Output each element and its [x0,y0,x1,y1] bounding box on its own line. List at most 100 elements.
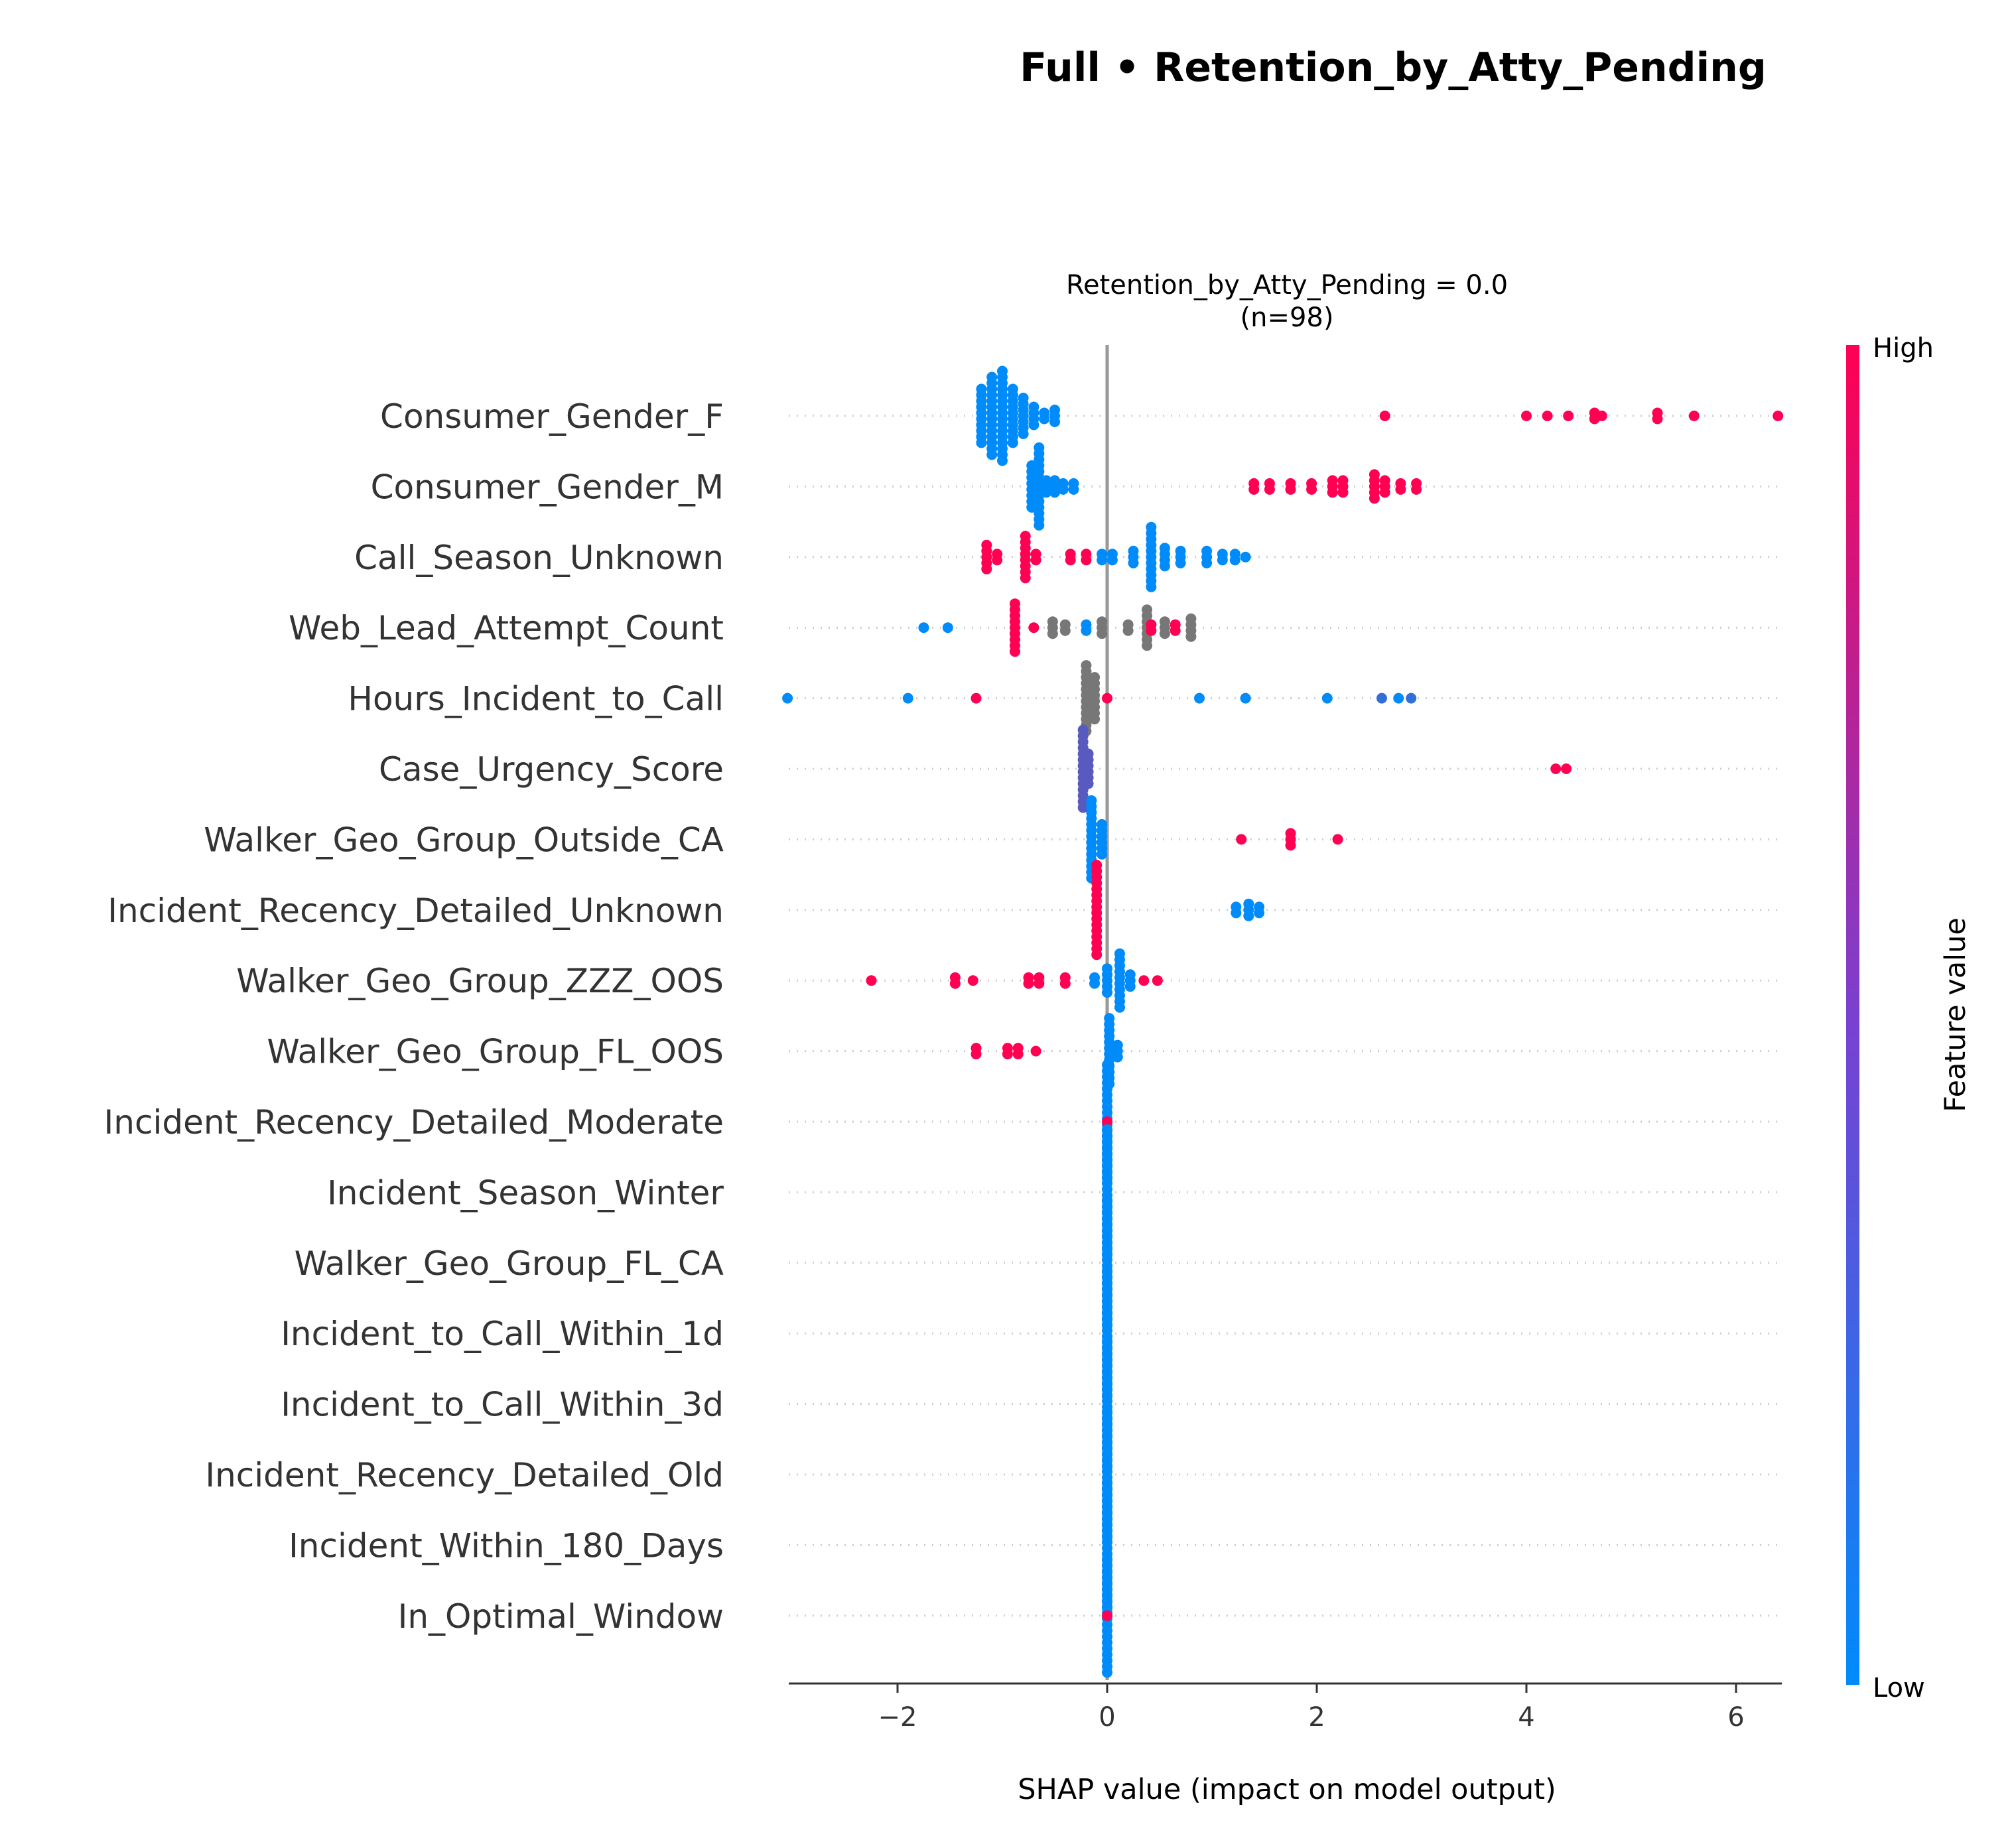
shap-point [782,693,793,704]
shap-point [1012,1049,1024,1060]
feature-label: Incident_Recency_Detailed_Moderate [104,1103,724,1142]
feature-label: Incident_Within_180_Days [289,1526,724,1565]
shap-point [1102,693,1112,704]
shap-point [1550,763,1562,774]
shap-point [1332,834,1343,845]
beeswarm-points [782,365,1784,1678]
shap-point [918,622,929,633]
shap-point [1028,622,1040,633]
feature-label: Consumer_Gender_M [371,468,724,506]
shap-point [1240,551,1251,562]
shap-point [1057,484,1069,495]
shap-point [1083,778,1094,789]
shap-point [1102,1610,1112,1621]
shap-point [1049,487,1060,498]
row-guides [789,415,1782,1617]
shap-point [1047,628,1058,639]
shap-point [902,693,913,704]
shap-point [1542,411,1553,421]
shap-point [1393,693,1404,704]
shap-point [1321,693,1333,704]
shap-point [1142,640,1153,651]
shap-point [1240,693,1251,704]
shap-point [1248,484,1260,495]
shap-point [1285,840,1296,851]
shap-point [1102,1116,1112,1127]
shap-point [1236,834,1247,845]
shap-point [1041,487,1052,498]
shap-point [1026,501,1038,513]
shap-point [1124,981,1136,992]
shap-point [1059,978,1071,989]
shap-point [1007,437,1018,448]
shap-point [1114,1002,1125,1013]
shap-point [971,693,982,704]
shap-point [1175,557,1186,568]
shap-point [1049,417,1060,427]
shap-point [1034,978,1045,989]
shap-point [1097,555,1108,566]
shap-point [949,978,961,989]
feature-label: Walker_Geo_Group_FL_OOS [267,1033,724,1071]
x-tick-label: 2 [1308,1702,1325,1733]
shap-point [1020,572,1031,584]
colorbar-high-label: High [1873,333,1934,363]
feature-label: Case_Urgency_Score [379,750,724,789]
shap-point [992,555,1003,566]
shap-point [1773,411,1784,421]
shap-point [1376,693,1387,704]
shap-point [1097,628,1108,639]
shap-point [1379,411,1390,421]
shap-point [1688,411,1700,421]
shap-point [1254,907,1265,919]
shap-point [1034,519,1045,531]
shap-point [967,975,978,986]
shap-point [971,1049,982,1060]
shap-point [1089,978,1101,989]
shap-point [1563,411,1574,421]
shap-point [1146,625,1157,636]
shap-point [1406,693,1417,704]
shap-point [1077,802,1089,813]
feature-label: Walker_Geo_Group_ZZZ_OOS [236,962,724,1000]
shap-point [1596,411,1607,421]
feature-label: Web_Lead_Attempt_Count [289,609,724,647]
shap-point [1068,484,1079,495]
shap-point [1138,975,1150,986]
shap-point [1009,646,1020,657]
shap-point [1194,693,1205,704]
shap-point [1159,628,1170,639]
shap-point [1231,907,1242,919]
shap-point [942,622,953,633]
shap-point [1128,557,1139,568]
shap-point [1159,561,1170,572]
chart-subtitle: (n=98) [1241,302,1334,333]
feature-label: Consumer_Gender_F [380,397,724,436]
feature-label: Hours_Incident_to_Call [348,680,724,718]
shap-point [1081,555,1092,566]
shap-point [1306,484,1317,495]
shap-point [1089,714,1101,725]
feature-label: In_Optimal_Window [398,1597,724,1636]
shap-point [1002,1049,1013,1060]
x-tick-label: 6 [1727,1702,1744,1733]
shap-point [1170,625,1181,636]
shap-point [1018,429,1029,439]
shap-point [986,449,998,460]
shap-point [981,563,992,574]
shap-point [1264,484,1275,495]
x-tick-label: −2 [878,1702,917,1733]
colorbar [1846,345,1859,1685]
feature-label: Incident_to_Call_Within_3d [281,1386,724,1424]
shap-point [1112,1051,1123,1063]
x-axis-title: SHAP value (impact on model output) [1018,1773,1556,1806]
shap-point [1146,581,1157,592]
shap-point [866,975,877,986]
feature-label: Incident_Recency_Detailed_Old [205,1456,724,1494]
shap-point [1217,555,1228,566]
shap-point [1243,910,1254,921]
feature-label: Incident_to_Call_Within_1d [281,1315,724,1353]
shap-point [1059,625,1071,636]
shap-point [1201,557,1213,568]
